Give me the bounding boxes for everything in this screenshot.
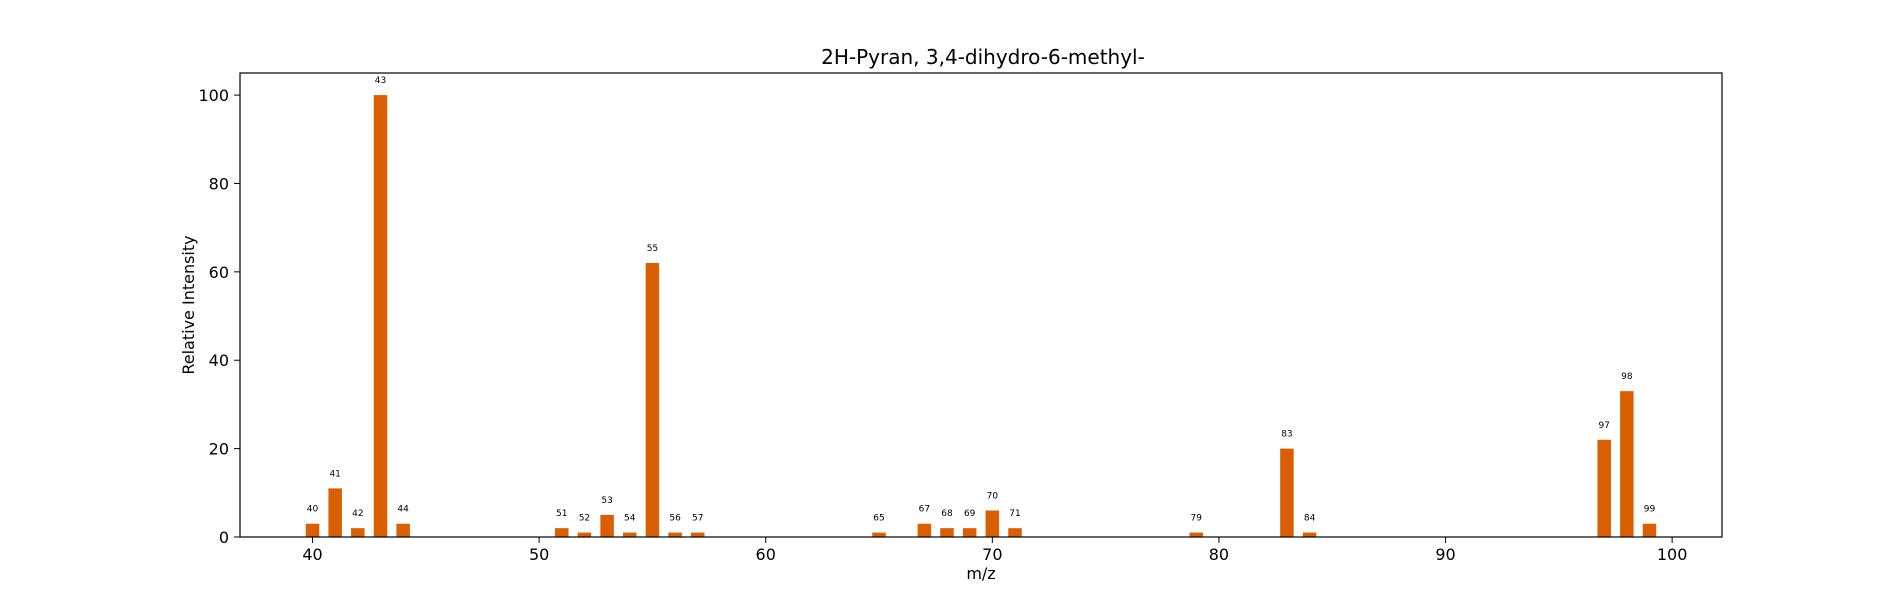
y-tick-label: 20 (209, 440, 229, 459)
bar-mz-65 (872, 532, 886, 537)
bar-labels-layer: 40 41 42 43 44 51 52 53 54 55 56 57 65 67 68 69 70 71 79 83… (307, 76, 1656, 523)
x-tick-label: 50 (529, 545, 549, 564)
bar-label-mz-53: 53 (601, 496, 612, 506)
bar-mz-52 (577, 532, 592, 537)
x-tick-label: 70 (982, 545, 1002, 564)
y-tick-label: 0 (219, 528, 229, 547)
x-tick-label: 60 (756, 545, 776, 564)
bar-mz-71 (1008, 528, 1022, 537)
y-axis: 0 20 40 60 80 100 (198, 86, 240, 547)
bar-label-mz-55: 55 (647, 244, 658, 254)
bars-layer (305, 95, 1657, 537)
bar-label-mz-83: 83 (1281, 430, 1292, 440)
bar-mz-53 (600, 514, 614, 537)
bar-label-mz-69: 69 (964, 509, 976, 519)
y-tick-label: 100 (198, 86, 229, 105)
bar-label-mz-52: 52 (579, 514, 590, 524)
bar-label-mz-71: 71 (1009, 509, 1020, 519)
bar-mz-68 (940, 528, 954, 537)
x-tick-label: 40 (302, 545, 322, 564)
bar-label-mz-56: 56 (669, 514, 681, 524)
bar-label-mz-98: 98 (1621, 372, 1633, 382)
bar-mz-56 (668, 532, 682, 537)
bar-label-mz-57: 57 (692, 514, 703, 524)
x-tick-label: 100 (1657, 545, 1688, 564)
plot-frame (239, 72, 1723, 538)
bar-label-mz-43: 43 (375, 76, 386, 86)
bar-mz-44 (396, 523, 410, 537)
bar-mz-70 (985, 510, 1000, 537)
bar-label-mz-41: 41 (329, 469, 340, 479)
bar-label-mz-79: 79 (1191, 514, 1203, 524)
bar-label-mz-68: 68 (941, 509, 953, 519)
bar-label-mz-40: 40 (307, 505, 319, 515)
bar-label-mz-51: 51 (556, 509, 567, 519)
chart-title: 2H-Pyran, 3,4-dihydro-6-methyl- (821, 45, 1145, 69)
bar-label-mz-65: 65 (873, 514, 884, 524)
bar-mz-79 (1189, 532, 1204, 537)
bar-label-mz-44: 44 (397, 505, 409, 515)
bar-mz-83 (1280, 448, 1294, 537)
y-tick-label: 60 (209, 263, 229, 282)
bar-label-mz-54: 54 (624, 514, 636, 524)
x-axis-title: m/z (966, 564, 995, 583)
y-tick-label: 80 (209, 174, 229, 193)
bar-mz-99 (1642, 523, 1657, 537)
bar-mz-51 (555, 528, 569, 537)
bar-label-mz-70: 70 (987, 491, 999, 501)
bar-mz-40 (305, 523, 320, 537)
bar-mz-98 (1620, 391, 1634, 537)
bar-label-mz-67: 67 (919, 505, 930, 515)
bar-label-mz-84: 84 (1304, 514, 1316, 524)
bar-mz-43 (373, 95, 388, 537)
y-axis-title: Relative Intensity (179, 235, 198, 374)
bar-mz-55 (645, 263, 660, 537)
bar-mz-67 (917, 523, 932, 537)
bar-mz-69 (962, 528, 977, 537)
bar-mz-54 (623, 532, 637, 537)
x-tick-label: 90 (1435, 545, 1455, 564)
x-tick-label: 80 (1209, 545, 1229, 564)
bar-mz-42 (351, 528, 365, 537)
bar-mz-84 (1302, 532, 1317, 537)
bar-mz-97 (1597, 439, 1611, 537)
bar-mz-41 (328, 488, 342, 537)
y-tick-label: 40 (209, 351, 229, 370)
bar-label-mz-42: 42 (352, 509, 363, 519)
bar-mz-57 (690, 532, 705, 537)
x-axis: 40 50 60 70 80 90 100 (302, 537, 1687, 564)
bar-label-mz-97: 97 (1598, 421, 1609, 431)
bar-label-mz-99: 99 (1644, 505, 1656, 515)
